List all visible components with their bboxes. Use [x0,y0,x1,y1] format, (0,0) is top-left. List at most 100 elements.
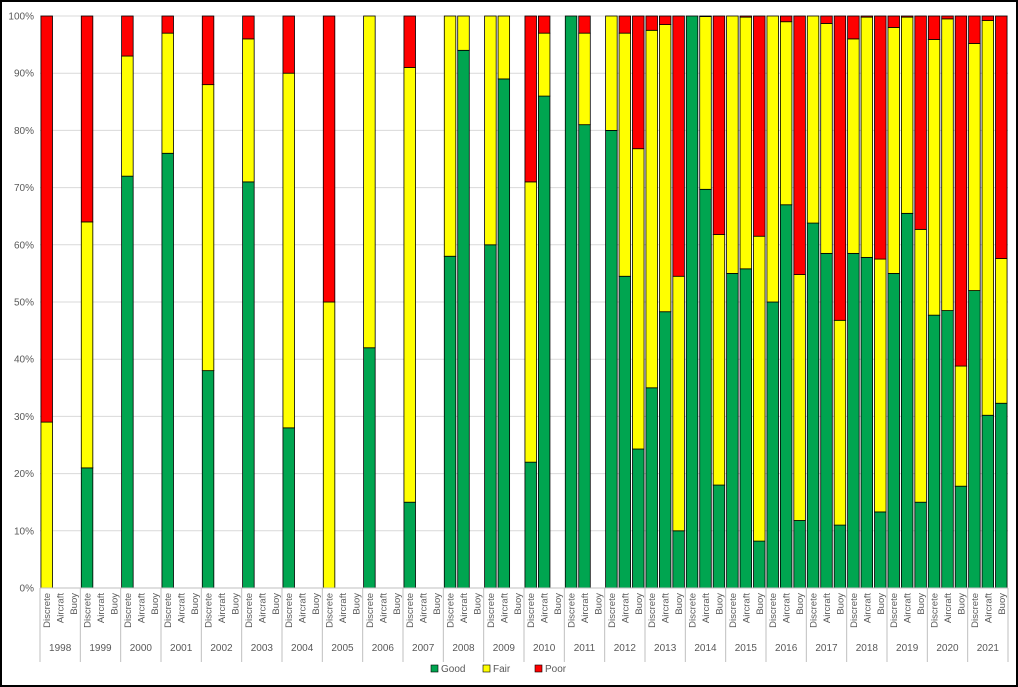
sub-category-label: Buoy [876,593,887,615]
bar-segment-poor-2021-discrete [968,15,981,44]
sub-category-label: Buoy [956,593,967,615]
sub-category-label: Discrete [688,593,699,628]
bar-segment-poor-2005-discrete [322,15,336,303]
sub-category-label: Aircraft [499,593,510,623]
bar-segment-poor-2014-buoy [712,15,726,235]
bar-segment-fair-2014-aircraft [699,16,712,190]
bar-segment-fair-2012-discrete [605,15,618,131]
bar-segment-poor-2019-aircraft [900,15,914,18]
bar-segment-fair-2009-discrete [484,15,497,246]
bar-segment-good-2013-buoy [672,530,685,589]
bar-segment-fair-2010-aircraft [537,32,551,97]
bar-segment-good-2008-aircraft [457,49,470,589]
bar-segment-poor-2010-discrete [524,15,537,183]
sub-category-label: Discrete [728,593,739,628]
bar-segment-good-2016-buoy [793,520,806,589]
bar-segment-poor-2019-buoy [914,15,927,230]
sub-category-label: Discrete [405,593,416,628]
sub-category-label: Buoy [634,593,645,615]
y-tick-label: 80% [14,126,34,137]
bar-segment-poor-2018-discrete [847,15,860,40]
y-axis: 0% 10% 20% 30% 40% 50% 60% 70% 80% 90% 100% [8,12,34,595]
bar-segment-poor-2001-discrete [161,15,174,34]
bar-segment-poor-2015-aircraft [739,15,753,18]
sub-category-label: Discrete [123,593,134,628]
bar-segment-good-2011-discrete [564,15,578,589]
bar-segment-good-2021-buoy [995,402,1008,589]
bar-segment-fair-1998-discrete [40,421,53,589]
bar-segment-fair-2003-discrete [242,38,255,183]
gridlines [40,15,1008,589]
bar-segment-fair-2021-buoy [995,258,1008,404]
sub-category-label: Discrete [889,593,900,628]
bar-segment-fair-2019-discrete [887,27,900,274]
legend-swatch-good [430,664,439,673]
bar-segment-poor-2019-discrete [887,15,900,28]
y-tick-label: 10% [14,526,34,537]
sub-category-label: Aircraft [701,593,712,623]
bar-segment-poor-2010-aircraft [537,15,551,34]
bar-segment-good-2015-discrete [726,272,739,589]
bar-segment-poor-2004-discrete [282,15,295,74]
bar-segment-good-2018-buoy [874,511,887,589]
bar-segment-good-2021-aircraft [981,414,995,589]
bar-segment-good-2016-discrete [766,301,779,589]
category-label-2007: 2007 [412,643,435,654]
sub-category-label: Discrete [446,593,457,628]
bar-segment-fair-2000-discrete [121,55,134,177]
bar-segment-good-1999-discrete [80,467,94,589]
category-label-2013: 2013 [654,643,677,654]
sub-category-label: Aircraft [338,593,349,623]
bar-segment-good-2017-discrete [806,222,820,589]
y-tick-label: 60% [14,240,34,251]
legend-swatch-poor [534,664,543,673]
category-label-2011: 2011 [574,643,596,654]
sub-category-label: Discrete [325,593,336,628]
sub-category-label: Aircraft [620,593,631,623]
sub-category-label: Aircraft [540,593,551,623]
legend-label-good: Good [441,664,465,675]
sub-category-label: Buoy [674,593,685,615]
bar-segment-fair-2005-discrete [322,301,336,589]
bar-segment-poor-2000-discrete [121,15,134,57]
sub-category-label: Aircraft [419,593,430,623]
bar-segment-fair-2012-buoy [632,148,645,450]
sub-category-label: Discrete [42,593,53,628]
sub-category-label: Aircraft [217,593,228,623]
bar-segment-fair-2020-discrete [927,39,941,316]
bars [40,15,1008,589]
sub-category-label: Buoy [593,593,604,615]
sub-category-label: Aircraft [580,593,591,623]
sub-category-label: Buoy [69,593,80,615]
sub-category-label: Buoy [513,593,524,615]
sub-category-label: Aircraft [782,593,793,623]
sub-category-label: Aircraft [96,593,107,623]
bar-segment-good-2020-aircraft [941,310,954,589]
legend-label-poor: Poor [545,664,567,675]
bar-segment-fair-2019-buoy [914,228,927,503]
bar-segment-poor-2021-buoy [995,15,1008,259]
sub-category-label: Buoy [311,593,322,615]
sub-category-label: Discrete [244,593,255,628]
bar-segment-fair-2014-buoy [712,234,726,486]
category-label-1998: 1998 [49,643,72,654]
bar-segment-poor-2016-aircraft [779,15,793,23]
bar-segment-fair-2011-aircraft [578,32,591,126]
bar-segment-good-2019-aircraft [900,212,914,589]
bar-segment-poor-1999-discrete [80,15,94,223]
bar-segment-good-2017-aircraft [820,252,833,589]
bar-segment-fair-2015-aircraft [739,16,753,270]
sub-category-label: Aircraft [983,593,994,623]
sub-category-label: Buoy [472,593,483,615]
sub-category-label: Discrete [647,593,658,628]
bar-segment-fair-2017-aircraft [820,23,833,254]
category-label-2015: 2015 [735,643,758,654]
sub-category-label: Aircraft [822,593,833,623]
sub-category-label: Aircraft [378,593,389,623]
sub-category-label: Discrete [163,593,174,628]
sub-category-label: Aircraft [661,593,672,623]
bar-segment-good-2016-aircraft [779,204,793,589]
bar-segment-poor-2012-aircraft [618,15,632,34]
sub-category-label: Buoy [190,593,201,615]
bar-segment-fair-2008-aircraft [457,15,470,51]
